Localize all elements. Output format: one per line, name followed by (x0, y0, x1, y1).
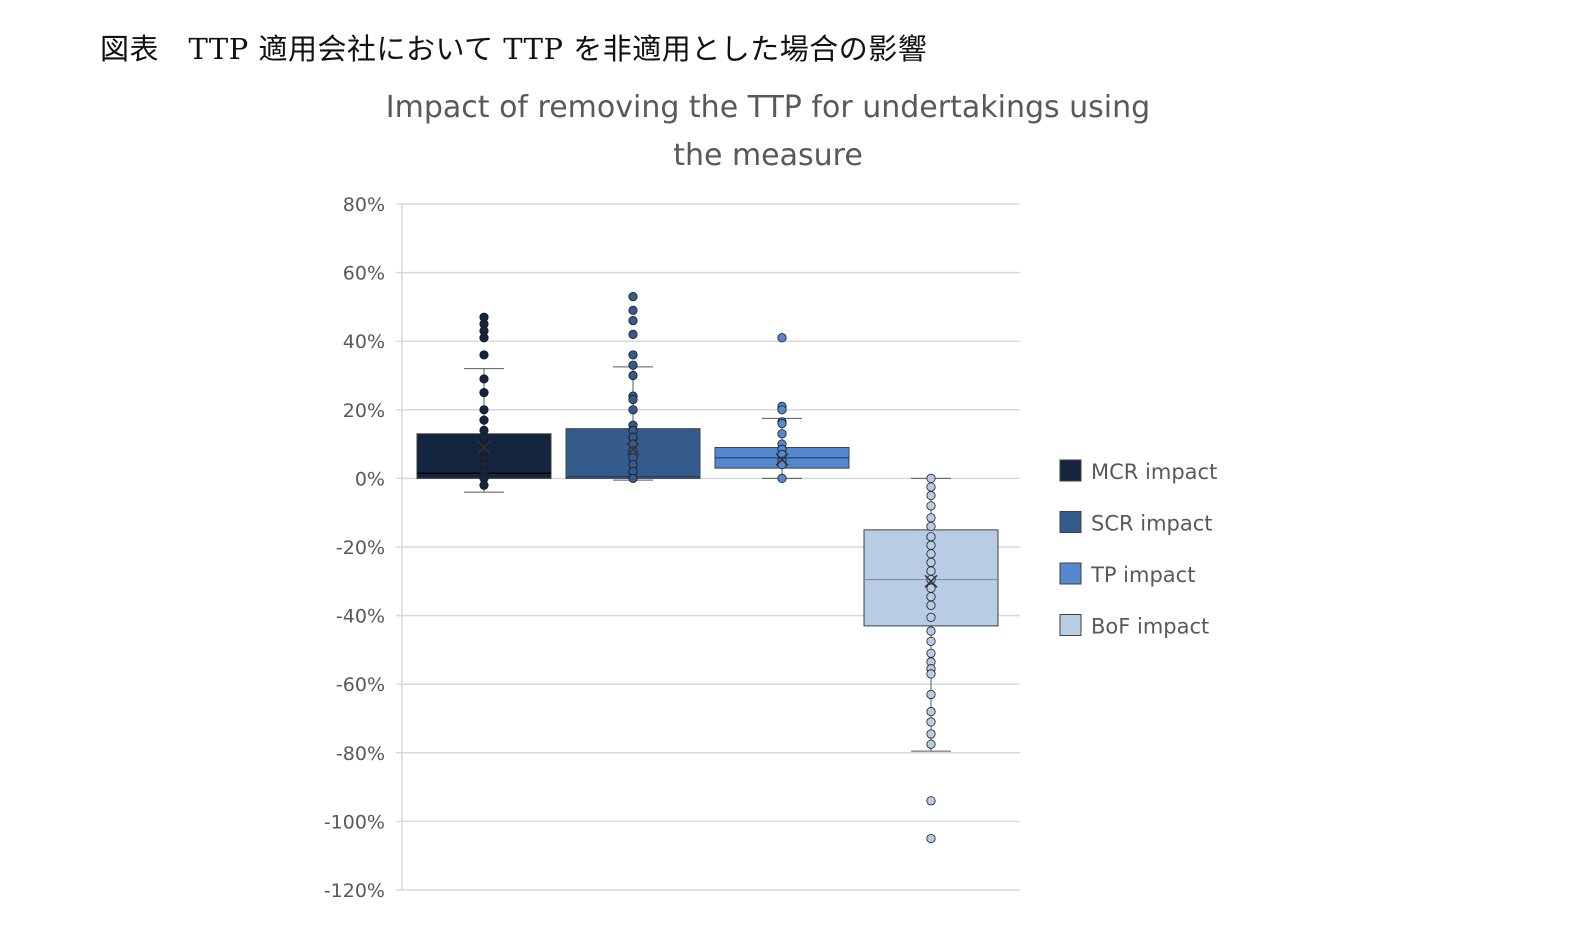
data-point (479, 405, 489, 415)
legend-swatch (1059, 562, 1082, 585)
chart-title-line-2: the measure (673, 138, 863, 173)
data-point (926, 490, 936, 501)
mean-marker (775, 453, 789, 467)
plot-area (416, 292, 999, 844)
data-point (926, 592, 936, 602)
data-point (926, 557, 936, 568)
mean-marker (924, 574, 938, 588)
data-point (926, 574, 936, 585)
data-point (777, 429, 787, 439)
data-point (926, 501, 936, 511)
data-point (628, 405, 638, 415)
data-point (628, 292, 638, 302)
legend: MCR impact SCR impact TP impact BoF impact (1059, 459, 1217, 639)
y-tick-label: 80% (343, 194, 385, 216)
data-point (926, 513, 936, 523)
data-point (628, 316, 638, 326)
y-tick-label: -100% (324, 811, 385, 833)
data-point (479, 350, 489, 360)
data-point (926, 729, 936, 739)
data-point (926, 636, 936, 646)
box-tp-impact (714, 333, 850, 483)
data-point (926, 600, 936, 610)
data-point (479, 415, 489, 425)
data-point (926, 482, 936, 492)
data-point (926, 473, 936, 483)
data-point (628, 350, 638, 360)
data-point (926, 521, 936, 532)
legend-label: BoF impact (1091, 615, 1209, 639)
data-point (926, 796, 936, 806)
data-point (479, 388, 489, 398)
y-tick-label: 60% (343, 263, 385, 285)
legend-swatch (1059, 614, 1082, 636)
y-tick-label: -60% (336, 674, 385, 696)
data-point (479, 480, 489, 490)
data-point (926, 717, 936, 727)
y-tick-label: -120% (324, 880, 385, 902)
data-point (926, 648, 936, 658)
data-point (926, 566, 936, 576)
data-point (926, 612, 936, 622)
y-tick-label: 20% (343, 400, 385, 422)
data-point (479, 333, 489, 343)
y-tick-label: -40% (336, 606, 385, 628)
gridlines (396, 203, 1020, 891)
data-point (777, 333, 787, 343)
data-point (926, 833, 936, 844)
data-point (628, 360, 638, 370)
y-tick-label: -20% (336, 537, 385, 559)
box-scr-impact (565, 292, 701, 483)
legend-label: TP impact (1090, 563, 1195, 587)
data-point (628, 370, 638, 381)
y-tick-label: 0% (355, 468, 385, 490)
data-point (926, 532, 936, 542)
data-point (926, 626, 936, 636)
legend-swatch (1059, 511, 1082, 533)
data-point (777, 405, 787, 415)
box-bof-impact (863, 473, 999, 844)
mean-marker (626, 442, 640, 456)
y-axis: 80% 60% 40% 20% 0% -20% -40% -60% -80% -100% -120% (324, 194, 403, 902)
data-point (926, 689, 936, 700)
figure-caption: 図表 TTP 適用会社において TTP を非適用とした場合の影響 (100, 32, 928, 66)
box-mcr-impact (416, 312, 552, 493)
data-point (628, 394, 638, 405)
y-tick-label: -80% (336, 743, 385, 765)
legend-swatch (1059, 459, 1082, 482)
data-point (628, 473, 638, 483)
legend-label: SCR impact (1091, 512, 1213, 536)
chart-title-line-1: Impact of removing the TTP for undertaki… (386, 90, 1150, 125)
data-point (926, 540, 936, 550)
data-point (479, 374, 489, 384)
mean-marker (477, 440, 491, 455)
legend-label: MCR impact (1091, 460, 1217, 484)
data-point (926, 669, 936, 679)
data-point (628, 329, 638, 339)
data-point (926, 549, 936, 559)
data-point (777, 418, 787, 429)
data-point (926, 707, 936, 717)
data-point (628, 305, 638, 315)
data-point (926, 739, 936, 749)
y-tick-label: 40% (343, 331, 385, 353)
data-point (777, 473, 787, 483)
